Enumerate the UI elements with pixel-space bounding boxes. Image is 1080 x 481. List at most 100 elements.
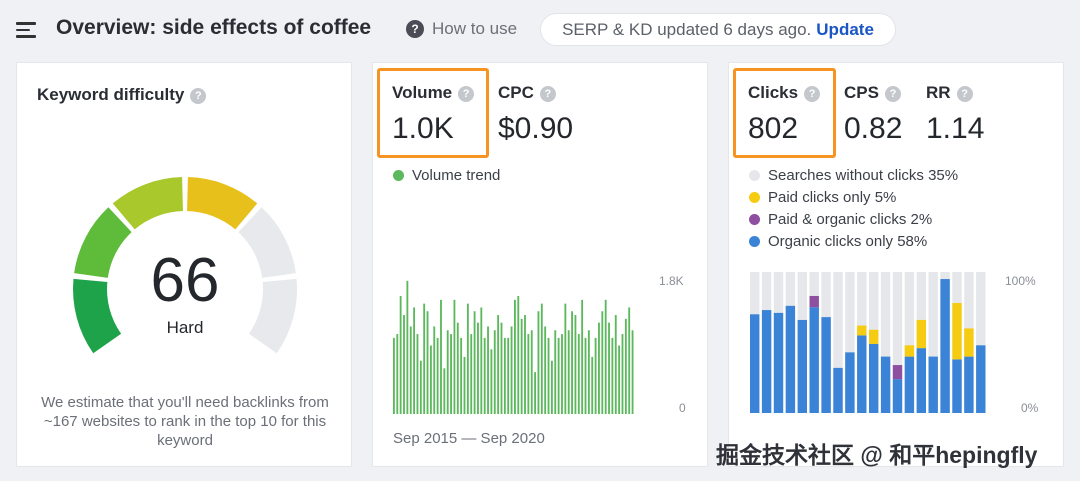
- volume-bar: [598, 322, 600, 414]
- clicks-bar-organic: [809, 307, 819, 413]
- volume-bar: [446, 330, 449, 414]
- volume-bar: [500, 322, 503, 414]
- legend-organic: Organic clicks only 58%: [749, 233, 927, 250]
- volume-bar: [440, 299, 442, 414]
- difficulty-gauge: [73, 177, 297, 354]
- kd-score: 66: [150, 246, 220, 315]
- volume-axis-max: 1.8K: [659, 274, 684, 288]
- cps-value: 0.82: [844, 112, 903, 145]
- clicks-bar-no-clicks: [976, 272, 986, 413]
- legend-label: Paid clicks only 5%: [768, 189, 897, 206]
- volume-bar: [419, 360, 422, 414]
- legend-label: Searches without clicks 35%: [768, 167, 959, 184]
- legend-label: Organic clicks only 58%: [768, 233, 928, 250]
- volume-bar: [618, 345, 621, 414]
- clicks-chart: [750, 272, 986, 413]
- clicks-bar-organic: [916, 348, 926, 413]
- clicks-bar-paid: [964, 328, 974, 357]
- how-to-use-link[interactable]: ? How to use: [406, 19, 517, 39]
- menu-icon[interactable]: [16, 22, 36, 38]
- clicks-bar-organic: [761, 310, 772, 413]
- volume-bar: [577, 334, 580, 414]
- volume-date-range: Sep 2015 — Sep 2020: [393, 430, 545, 447]
- help-icon[interactable]: ?: [539, 85, 556, 102]
- volume-bar: [514, 299, 516, 414]
- volume-label: Volume: [392, 83, 453, 102]
- volume-bar: [517, 296, 520, 414]
- help-icon[interactable]: ?: [884, 85, 901, 102]
- rr-value: 1.14: [926, 112, 985, 145]
- volume-bar: [524, 315, 526, 414]
- clicks-bar-paid: [952, 303, 962, 360]
- clicks-bar-organic: [940, 279, 950, 413]
- volume-bar: [611, 337, 614, 414]
- legend-paid-organic: Paid & organic clicks 2%: [749, 211, 932, 228]
- legend-dot: [749, 192, 760, 203]
- volume-bar: [436, 337, 439, 414]
- volume-trend-chart: [393, 280, 634, 414]
- help-icon[interactable]: ?: [804, 85, 821, 102]
- volume-bar: [507, 337, 510, 414]
- gauge-segment: [112, 177, 183, 230]
- clicks-metric: Clicks? 802: [748, 83, 821, 146]
- gauge-segment: [187, 177, 258, 230]
- clicks-bar-organic: [821, 317, 831, 413]
- clicks-bar-organic: [785, 305, 796, 413]
- clicks-bar-organic: [797, 319, 807, 413]
- volume-card: Volume? 1.0K CPC? $0.90 Volume trend 1.8…: [372, 62, 708, 467]
- volume-bar: [571, 311, 573, 414]
- watermark-text: 掘金技术社区 @ 和平hepingfly: [716, 442, 1038, 468]
- volume-bar: [561, 334, 563, 414]
- volume-bar: [557, 337, 560, 414]
- help-icon[interactable]: ?: [190, 87, 207, 104]
- volume-bar: [450, 334, 452, 414]
- gauge-segment: [248, 278, 297, 354]
- volume-bar: [393, 337, 395, 414]
- volume-bar: [416, 334, 419, 414]
- kd-level: Hard: [166, 318, 204, 337]
- clicks-bar-no-clicks: [845, 272, 855, 413]
- help-icon[interactable]: ?: [956, 85, 973, 102]
- volume-bar: [594, 337, 597, 414]
- volume-bar: [423, 303, 426, 414]
- volume-bar: [520, 318, 523, 414]
- volume-bar: [631, 330, 634, 414]
- volume-metric: Volume? 1.0K: [392, 83, 475, 146]
- serp-status-pill: SERP & KD updated 6 days ago. Update: [540, 13, 896, 46]
- clicks-bar-paid: [904, 345, 915, 357]
- volume-bar: [406, 280, 409, 414]
- legend-dot: [749, 214, 760, 225]
- clicks-bar-paid-organic: [809, 295, 819, 308]
- cps-label: CPS: [844, 83, 879, 102]
- clicks-bar-organic: [976, 345, 986, 413]
- volume-bar: [587, 330, 590, 414]
- volume-bar: [497, 315, 500, 414]
- clicks-bar-no-clicks: [904, 272, 915, 413]
- gauge-segment: [73, 278, 122, 354]
- clicks-axis-max: 100%: [1005, 274, 1036, 288]
- help-icon[interactable]: ?: [458, 85, 475, 102]
- volume-bar: [581, 299, 584, 414]
- volume-bar: [608, 322, 610, 414]
- clicks-bar-no-clicks: [880, 272, 891, 413]
- kd-description: We estimate that you'll need backlinks f…: [41, 394, 329, 449]
- legend-label: Paid & organic clicks 2%: [768, 211, 933, 228]
- volume-bar: [567, 330, 570, 414]
- volume-bar: [460, 337, 463, 414]
- clicks-bar-no-clicks: [928, 272, 938, 413]
- volume-axis-min: 0: [679, 401, 686, 415]
- volume-bar: [477, 322, 479, 414]
- legend-paid: Paid clicks only 5%: [749, 189, 896, 206]
- volume-bar: [591, 356, 594, 414]
- rr-label: RR: [926, 83, 951, 102]
- cpc-label: CPC: [498, 83, 534, 102]
- clicks-bar-organic: [750, 314, 760, 413]
- page-title: Overview: side effects of coffee: [56, 16, 372, 39]
- clicks-bar-no-clicks: [833, 272, 843, 413]
- volume-bar: [473, 311, 476, 414]
- clicks-bar-organic: [857, 335, 867, 413]
- update-button[interactable]: Update: [816, 19, 874, 39]
- legend-no-clicks: Searches without clicks 35%: [749, 167, 958, 184]
- volume-bar: [550, 360, 553, 414]
- volume-bar: [483, 337, 486, 414]
